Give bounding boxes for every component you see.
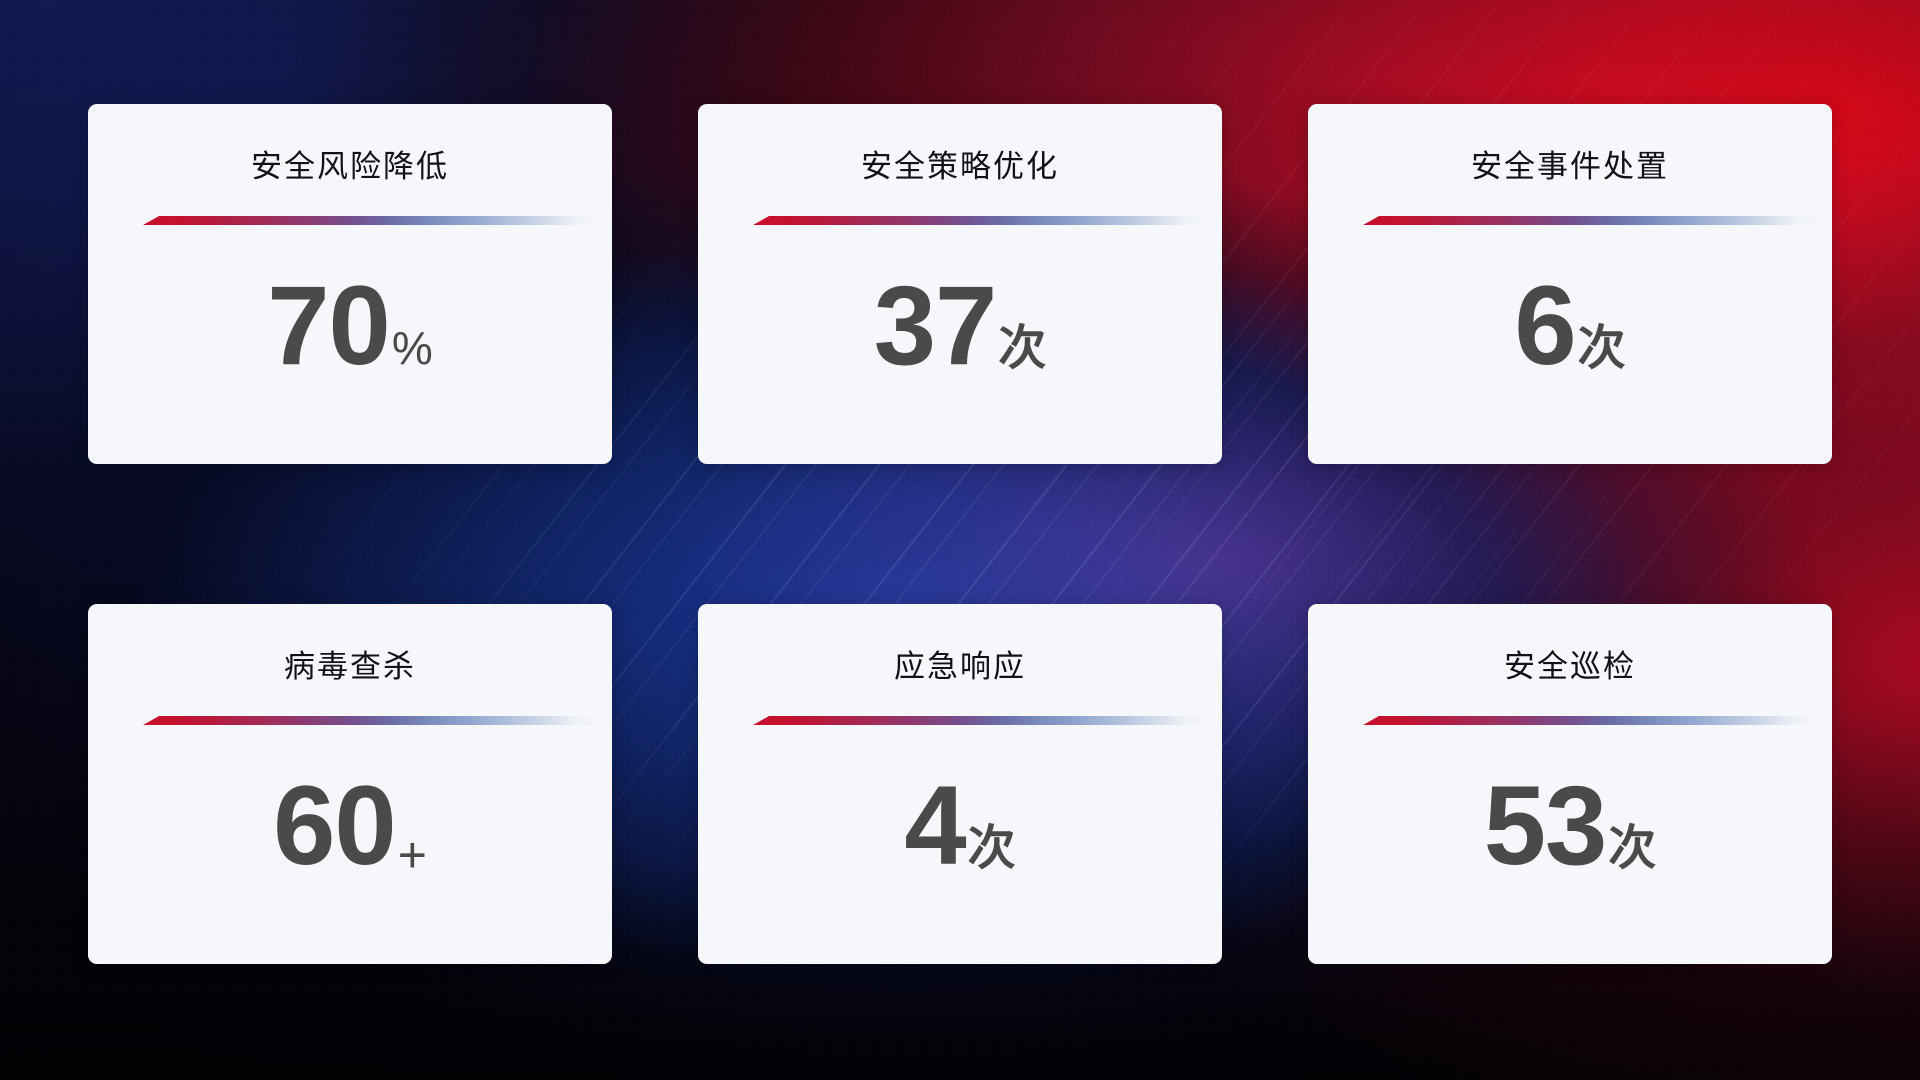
metric-value-number: 70	[267, 263, 391, 388]
metric-value-unit: +	[397, 827, 427, 883]
metric-value-number: 60	[273, 763, 397, 888]
metric-value-number: 4	[904, 763, 966, 888]
metric-value-unit: 次	[967, 822, 1016, 875]
metric-card-divider	[753, 716, 1208, 725]
metric-card-value: 6次	[1308, 270, 1832, 382]
metric-card[interactable]: 应急响应 4次	[698, 604, 1222, 964]
metric-card-divider	[1363, 216, 1818, 225]
metric-value-unit: %	[391, 322, 433, 374]
metric-card[interactable]: 安全事件处置 6次	[1308, 104, 1832, 464]
metric-card-divider	[1363, 716, 1818, 725]
metric-value-number: 37	[873, 263, 998, 388]
metric-card[interactable]: 病毒查杀 60+	[88, 604, 612, 964]
metric-card-divider	[753, 216, 1208, 225]
metric-card-title: 病毒查杀	[284, 649, 416, 684]
metric-card-value: 53次	[1308, 770, 1832, 882]
metric-card-title: 应急响应	[894, 649, 1026, 684]
metric-card-value: 70%	[88, 270, 612, 382]
metric-card[interactable]: 安全策略优化 37次	[698, 104, 1222, 464]
metric-card-value: 60+	[88, 770, 612, 882]
metric-card-grid: 安全风险降低 70% 安全策略优化 37次 安全事件处置 6次 病毒查杀	[88, 104, 1832, 976]
metric-value-unit: 次	[1608, 822, 1657, 875]
metric-card-value: 37次	[698, 270, 1222, 382]
metric-card-title: 安全巡检	[1504, 649, 1636, 684]
metric-value-number: 53	[1483, 763, 1608, 888]
metric-card-title: 安全事件处置	[1471, 149, 1669, 184]
metric-card-divider	[143, 216, 598, 225]
metric-card[interactable]: 安全巡检 53次	[1308, 604, 1832, 964]
metric-value-unit: 次	[998, 322, 1047, 375]
metric-value-number: 6	[1514, 263, 1576, 388]
metric-card-title: 安全风险降低	[251, 149, 449, 184]
metric-card[interactable]: 安全风险降低 70%	[88, 104, 612, 464]
metric-card-divider	[143, 716, 598, 725]
metric-value-unit: 次	[1577, 322, 1626, 375]
metric-card-title: 安全策略优化	[861, 149, 1059, 184]
metric-card-value: 4次	[698, 770, 1222, 882]
